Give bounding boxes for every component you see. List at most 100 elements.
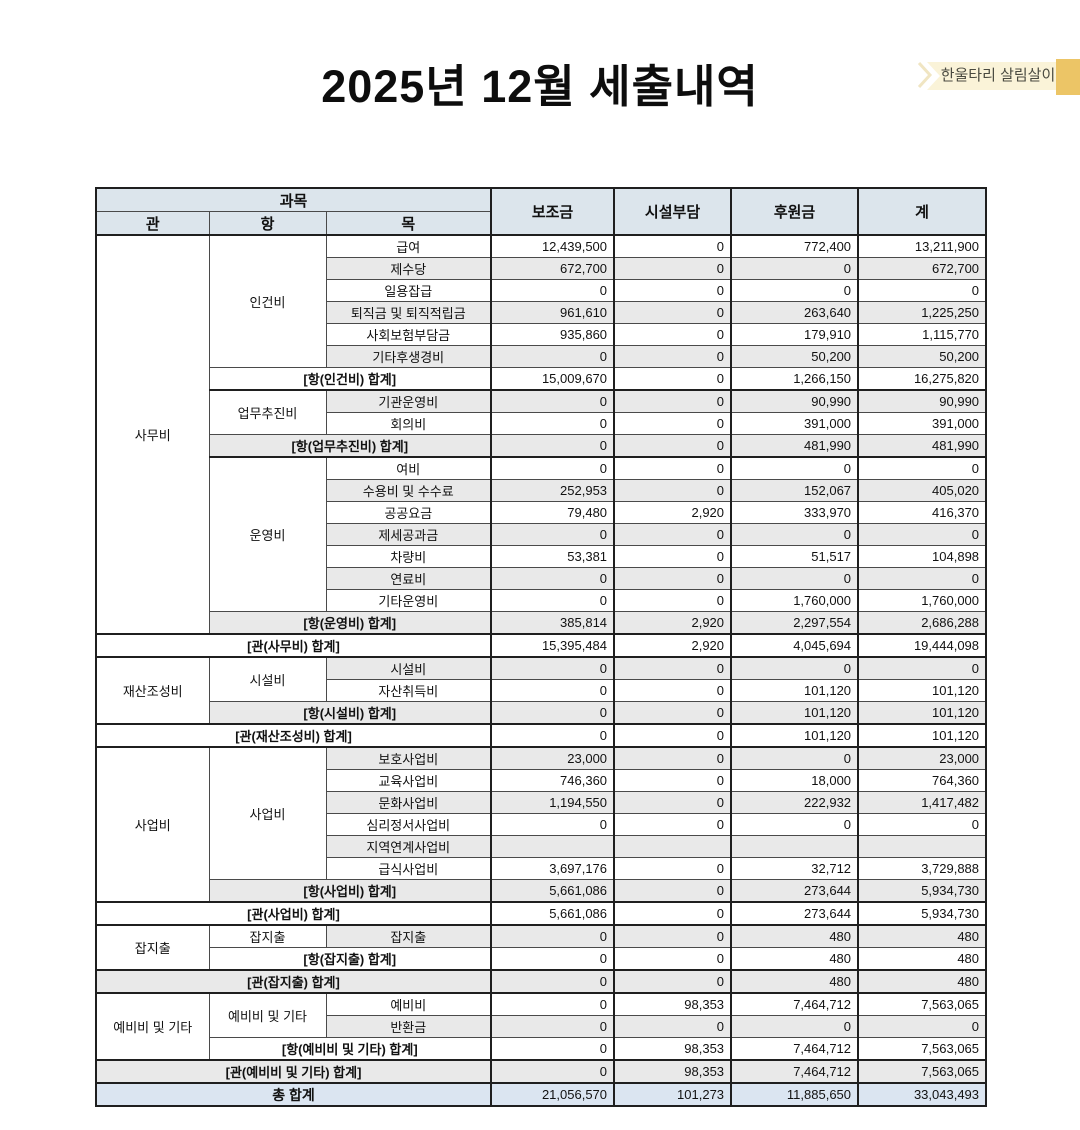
table-row: 수용비 및 수수료 252,953 0 152,067 405,020	[96, 479, 987, 502]
value-cell: 53,381	[490, 545, 615, 568]
mok-cell: 보호사업비	[325, 746, 492, 770]
value-cell: 1,417,482	[857, 791, 987, 814]
gwan-cell: 잡지출	[95, 924, 210, 971]
gwan-total-label: [관(사업비) 합계]	[95, 901, 492, 926]
table-row: 운영비 여비 0 0 0 0	[96, 456, 987, 612]
table-row: [항(예비비 및 기타) 합계] 0 98,353 7,464,712 7,563,06…	[96, 1037, 987, 1061]
value-cell: 0	[613, 412, 732, 435]
table-row: 재산조성비 시설비 시설비 0 0 0 0	[95, 656, 987, 725]
value-cell: 263,640	[730, 301, 859, 324]
mok-cell: 심리정서사업비	[325, 813, 492, 836]
value-cell: 0	[490, 723, 615, 748]
value-cell: 0	[613, 791, 732, 814]
table-row: [항(업무추진비) 합계] 0 0 481,990 481,990	[96, 434, 987, 458]
mok-cell: 일용잡급	[325, 279, 492, 302]
header-bojogeum: 보조금	[490, 187, 615, 236]
value-cell: 0	[613, 567, 732, 590]
table-row: 교육사업비 746,360 0 18,000 764,360	[96, 769, 987, 792]
value-cell: 672,700	[857, 257, 987, 280]
value-cell: 2,920	[613, 633, 732, 658]
value-cell: 0	[613, 589, 732, 612]
mok-cell: 공공요금	[325, 501, 492, 524]
mok-cell: 시설비	[325, 656, 492, 680]
value-cell: 0	[613, 656, 732, 680]
table-row: 회의비 0 0 391,000 391,000	[96, 412, 987, 435]
value-cell: 0	[613, 345, 732, 368]
table-row: 자산취득비 0 0 101,120 101,120	[96, 679, 987, 702]
value-cell: 1,760,000	[857, 589, 987, 612]
value-cell: 50,200	[857, 345, 987, 368]
value-cell: 0	[490, 679, 615, 702]
mok-cell: 사회보험부담금	[325, 323, 492, 346]
value-cell: 0	[490, 523, 615, 546]
table-row: 제세공과금 0 0 0 0	[96, 523, 987, 546]
value-cell: 0	[613, 323, 732, 346]
value-cell: 98,353	[613, 992, 732, 1016]
gwan-cell: 사무비	[95, 234, 210, 635]
value-cell: 179,910	[730, 323, 859, 346]
value-cell: 0	[490, 947, 615, 971]
mok-cell: 제수당	[325, 257, 492, 280]
mok-cell: 급여	[325, 234, 492, 258]
value-cell: 405,020	[857, 479, 987, 502]
value-cell: 1,225,250	[857, 301, 987, 324]
gwan-cell: 예비비 및 기타	[95, 992, 210, 1061]
value-cell: 7,464,712	[730, 1059, 859, 1084]
corner-ribbon-badge: 한울타리 살림살이	[915, 58, 1080, 96]
value-cell: 0	[613, 434, 732, 458]
value-cell: 0	[857, 813, 987, 836]
mok-cell: 잡지출	[325, 924, 492, 948]
value-cell: 4,045,694	[730, 633, 859, 658]
mok-cell: 수용비 및 수수료	[325, 479, 492, 502]
value-cell: 101,120	[730, 701, 859, 725]
value-cell: 51,517	[730, 545, 859, 568]
value-cell: 0	[613, 479, 732, 502]
table-row: 예비비 및 기타 예비비 및 기타 예비비 0 98,353 7,464,712 7,563…	[95, 992, 987, 1061]
value-cell: 1,760,000	[730, 589, 859, 612]
table-row: [관(사무비) 합계] 15,395,484 2,920 4,045,694 19,44…	[95, 633, 987, 658]
value-cell: 0	[613, 257, 732, 280]
value-cell: 50,200	[730, 345, 859, 368]
value-cell: 32,712	[730, 857, 859, 880]
value-cell: 0	[613, 947, 732, 971]
value-cell: 13,211,900	[857, 234, 987, 258]
value-cell: 0	[730, 456, 859, 480]
value-cell: 2,686,288	[857, 611, 987, 635]
hang-cell: 업무추진비	[208, 389, 327, 435]
value-cell: 0	[730, 746, 859, 770]
table-row: [관(잡지출) 합계] 0 0 480 480	[95, 969, 987, 994]
table-row: 퇴직금 및 퇴직적립금 961,610 0 263,640 1,225,250	[96, 301, 987, 324]
value-cell: 0	[490, 434, 615, 458]
hang-cell: 사업비	[208, 746, 327, 880]
value-cell: 101,120	[857, 679, 987, 702]
value-cell: 480	[857, 969, 987, 994]
table-row: 사업비 사업비 보호사업비 23,000 0 0 23,000	[95, 746, 987, 903]
mok-cell: 제세공과금	[325, 523, 492, 546]
value-cell: 98,353	[613, 1037, 732, 1061]
value-cell: 15,395,484	[490, 633, 615, 658]
value-cell: 0	[490, 589, 615, 612]
value-cell: 1,115,770	[857, 323, 987, 346]
value-cell: 391,000	[730, 412, 859, 435]
value-cell: 0	[613, 367, 732, 391]
value-cell	[857, 835, 987, 858]
value-cell: 333,970	[730, 501, 859, 524]
value-cell: 672,700	[490, 257, 615, 280]
value-cell: 0	[857, 523, 987, 546]
mok-cell: 기타후생경비	[325, 345, 492, 368]
value-cell: 101,120	[730, 723, 859, 748]
header-gwan: 관	[95, 211, 210, 236]
table-row: 심리정서사업비 0 0 0 0	[96, 813, 987, 836]
table-row: 급식사업비 3,697,176 0 32,712 3,729,888	[96, 857, 987, 880]
mok-cell: 여비	[325, 456, 492, 480]
value-cell: 0	[730, 1015, 859, 1038]
table-row: [항(시설비) 합계] 0 0 101,120 101,120	[96, 701, 987, 725]
value-cell: 0	[613, 769, 732, 792]
value-cell: 5,934,730	[857, 879, 987, 903]
value-cell: 0	[613, 701, 732, 725]
mok-cell: 급식사업비	[325, 857, 492, 880]
header-mok: 목	[325, 211, 492, 236]
value-cell: 222,932	[730, 791, 859, 814]
value-cell: 0	[490, 1037, 615, 1061]
value-cell: 0	[490, 456, 615, 480]
